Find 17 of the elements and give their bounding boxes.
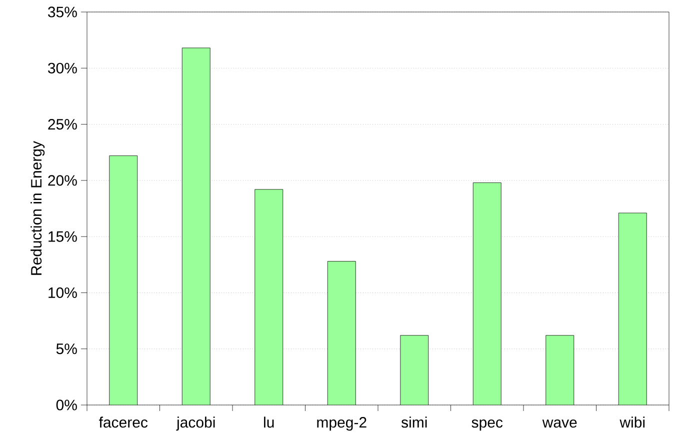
y-tick-label: 15% bbox=[48, 231, 77, 242]
y-tick-label: 35% bbox=[48, 6, 77, 18]
y-tick-label: 10% bbox=[48, 287, 77, 298]
y-tick-label: 20% bbox=[48, 175, 77, 186]
x-tick-label: jacobi bbox=[176, 416, 215, 431]
x-tick-label: lu bbox=[264, 416, 274, 428]
x-tick-label: wave bbox=[542, 419, 577, 428]
y-axis-title: Reduction in Energy bbox=[30, 141, 45, 275]
x-tick-label: wibi bbox=[620, 416, 645, 428]
y-tick-label: 0% bbox=[56, 400, 77, 410]
x-tick-label: facerec bbox=[99, 416, 148, 428]
x-tick-label: mpeg-2 bbox=[317, 417, 366, 431]
y-tick-label: 30% bbox=[48, 62, 77, 74]
x-tick-label: simi bbox=[401, 416, 427, 428]
x-tick-label: spec bbox=[472, 419, 503, 431]
y-tick-label: 25% bbox=[48, 118, 77, 130]
y-tick-label: 5% bbox=[56, 344, 77, 354]
